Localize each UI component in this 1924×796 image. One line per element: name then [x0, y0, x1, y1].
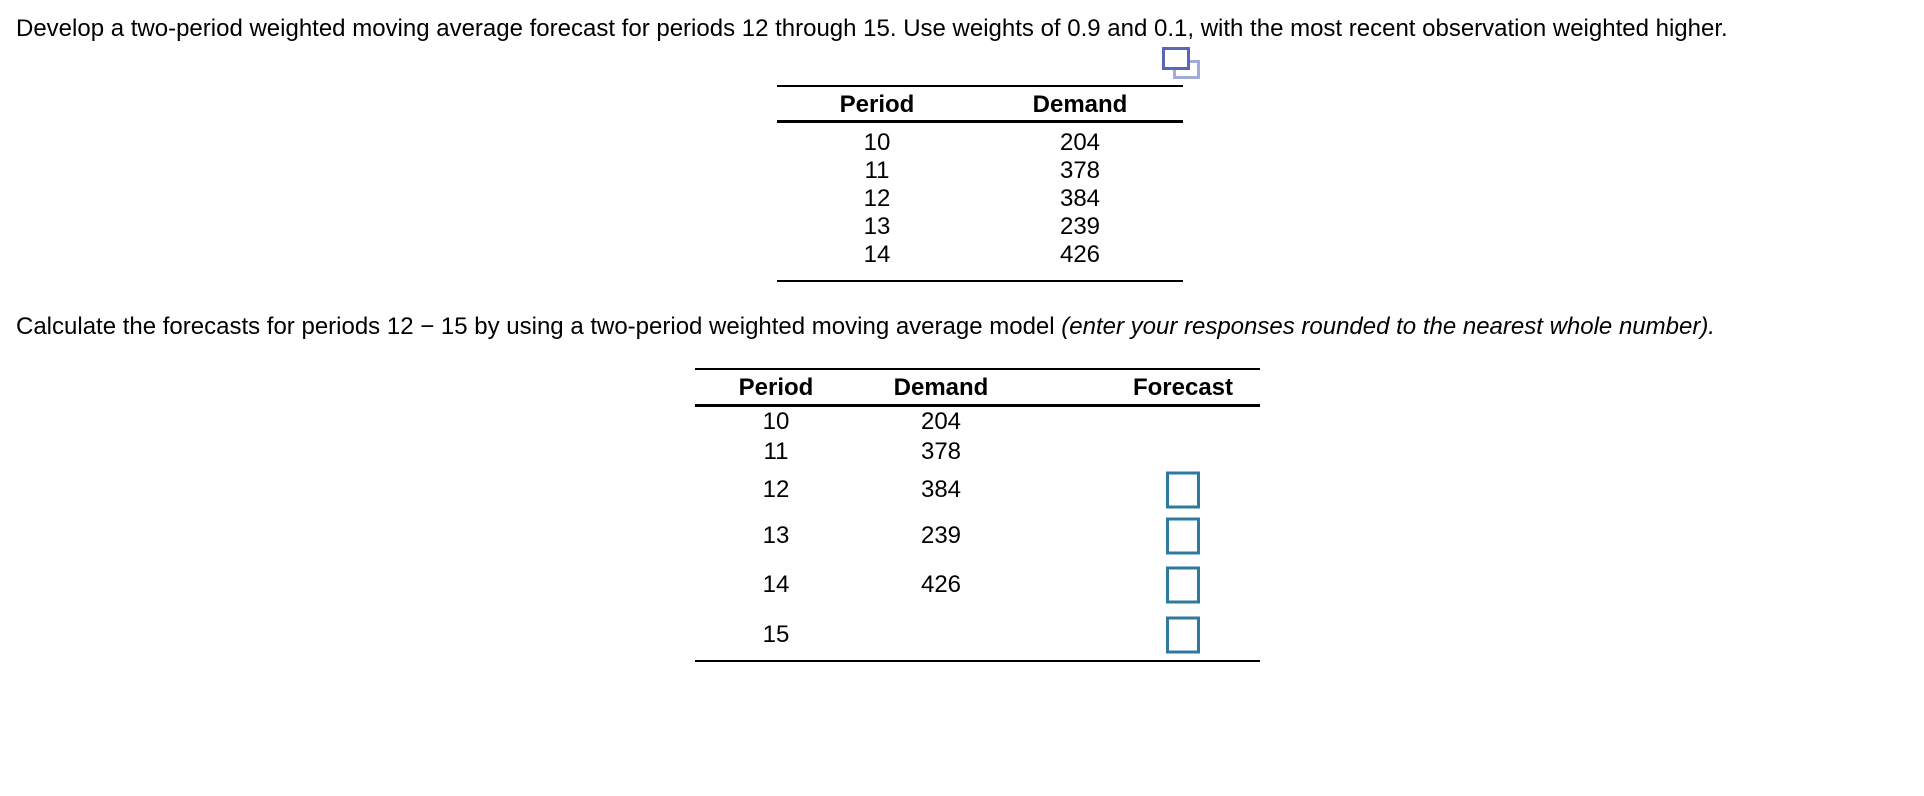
demand-value: 426 — [1059, 241, 1101, 268]
period-value: 13 — [762, 522, 790, 549]
period-value: 13 — [863, 213, 891, 240]
instruction-line-2-italic: (enter your responses rounded to the nea… — [1061, 313, 1715, 340]
demand-value: 384 — [1059, 185, 1101, 212]
period-value: 10 — [762, 408, 790, 435]
table-row: 14 426 — [695, 559, 1260, 610]
table-row: 15 — [695, 610, 1260, 660]
table-row: 12 384 — [777, 184, 1183, 212]
demand-value: 378 — [920, 438, 962, 465]
table-row: 12 384 — [695, 467, 1260, 513]
period-value: 12 — [762, 476, 790, 503]
copy-table-icon[interactable] — [1162, 47, 1200, 80]
demand-table-demand-header: Demand — [1032, 91, 1128, 118]
instruction-line-2: Calculate the forecasts for periods 12 −… — [16, 312, 1715, 341]
answer-table-period-header: Period — [738, 374, 814, 401]
copy-icon-front-rect — [1162, 47, 1190, 70]
demand-value: 426 — [920, 570, 962, 598]
forecast-answer-table: Period Demand Forecast 10 204 11 378 12 … — [695, 368, 1260, 662]
period-value: 12 — [863, 185, 891, 212]
period-value: 11 — [763, 438, 789, 465]
period-value: 10 — [863, 129, 891, 156]
period-value: 15 — [762, 621, 790, 648]
table-row: 11 378 — [695, 437, 1260, 467]
demand-value: 204 — [1059, 129, 1101, 156]
table-row: 13 239 — [695, 513, 1260, 559]
demand-table-period-header: Period — [839, 91, 915, 118]
demand-value: 384 — [920, 476, 962, 503]
period-value: 14 — [863, 241, 891, 268]
period-value: 11 — [864, 157, 890, 184]
demand-table-header-row: Period Demand — [777, 87, 1183, 123]
table-row: 10 204 — [695, 407, 1260, 437]
demand-data-table: Period Demand 10 204 11 378 12 384 13 23… — [777, 85, 1183, 282]
answer-table-forecast-header: Forecast — [1132, 374, 1234, 401]
instruction-line-2-text: Calculate the forecasts for periods 12 −… — [16, 313, 1062, 340]
answer-table-header-row: Period Demand Forecast — [695, 370, 1260, 407]
forecast-input-period-12[interactable] — [1166, 471, 1200, 509]
instruction-line-1: Develop a two-period weighted moving ave… — [16, 15, 1728, 42]
answer-table-demand-header: Demand — [893, 374, 989, 401]
demand-value: 239 — [1059, 213, 1101, 240]
demand-value: 378 — [1059, 157, 1101, 184]
table-row: 14 426 — [777, 240, 1183, 268]
table-row: 11 378 — [777, 156, 1183, 184]
forecast-input-period-14[interactable] — [1166, 566, 1200, 603]
forecast-input-period-13[interactable] — [1166, 517, 1200, 555]
forecast-input-period-15[interactable] — [1166, 616, 1200, 654]
demand-value: 204 — [920, 408, 962, 435]
table-row: 13 239 — [777, 212, 1183, 240]
table-row: 10 204 — [777, 128, 1183, 156]
period-value: 14 — [762, 570, 790, 598]
demand-value: 239 — [920, 522, 962, 549]
